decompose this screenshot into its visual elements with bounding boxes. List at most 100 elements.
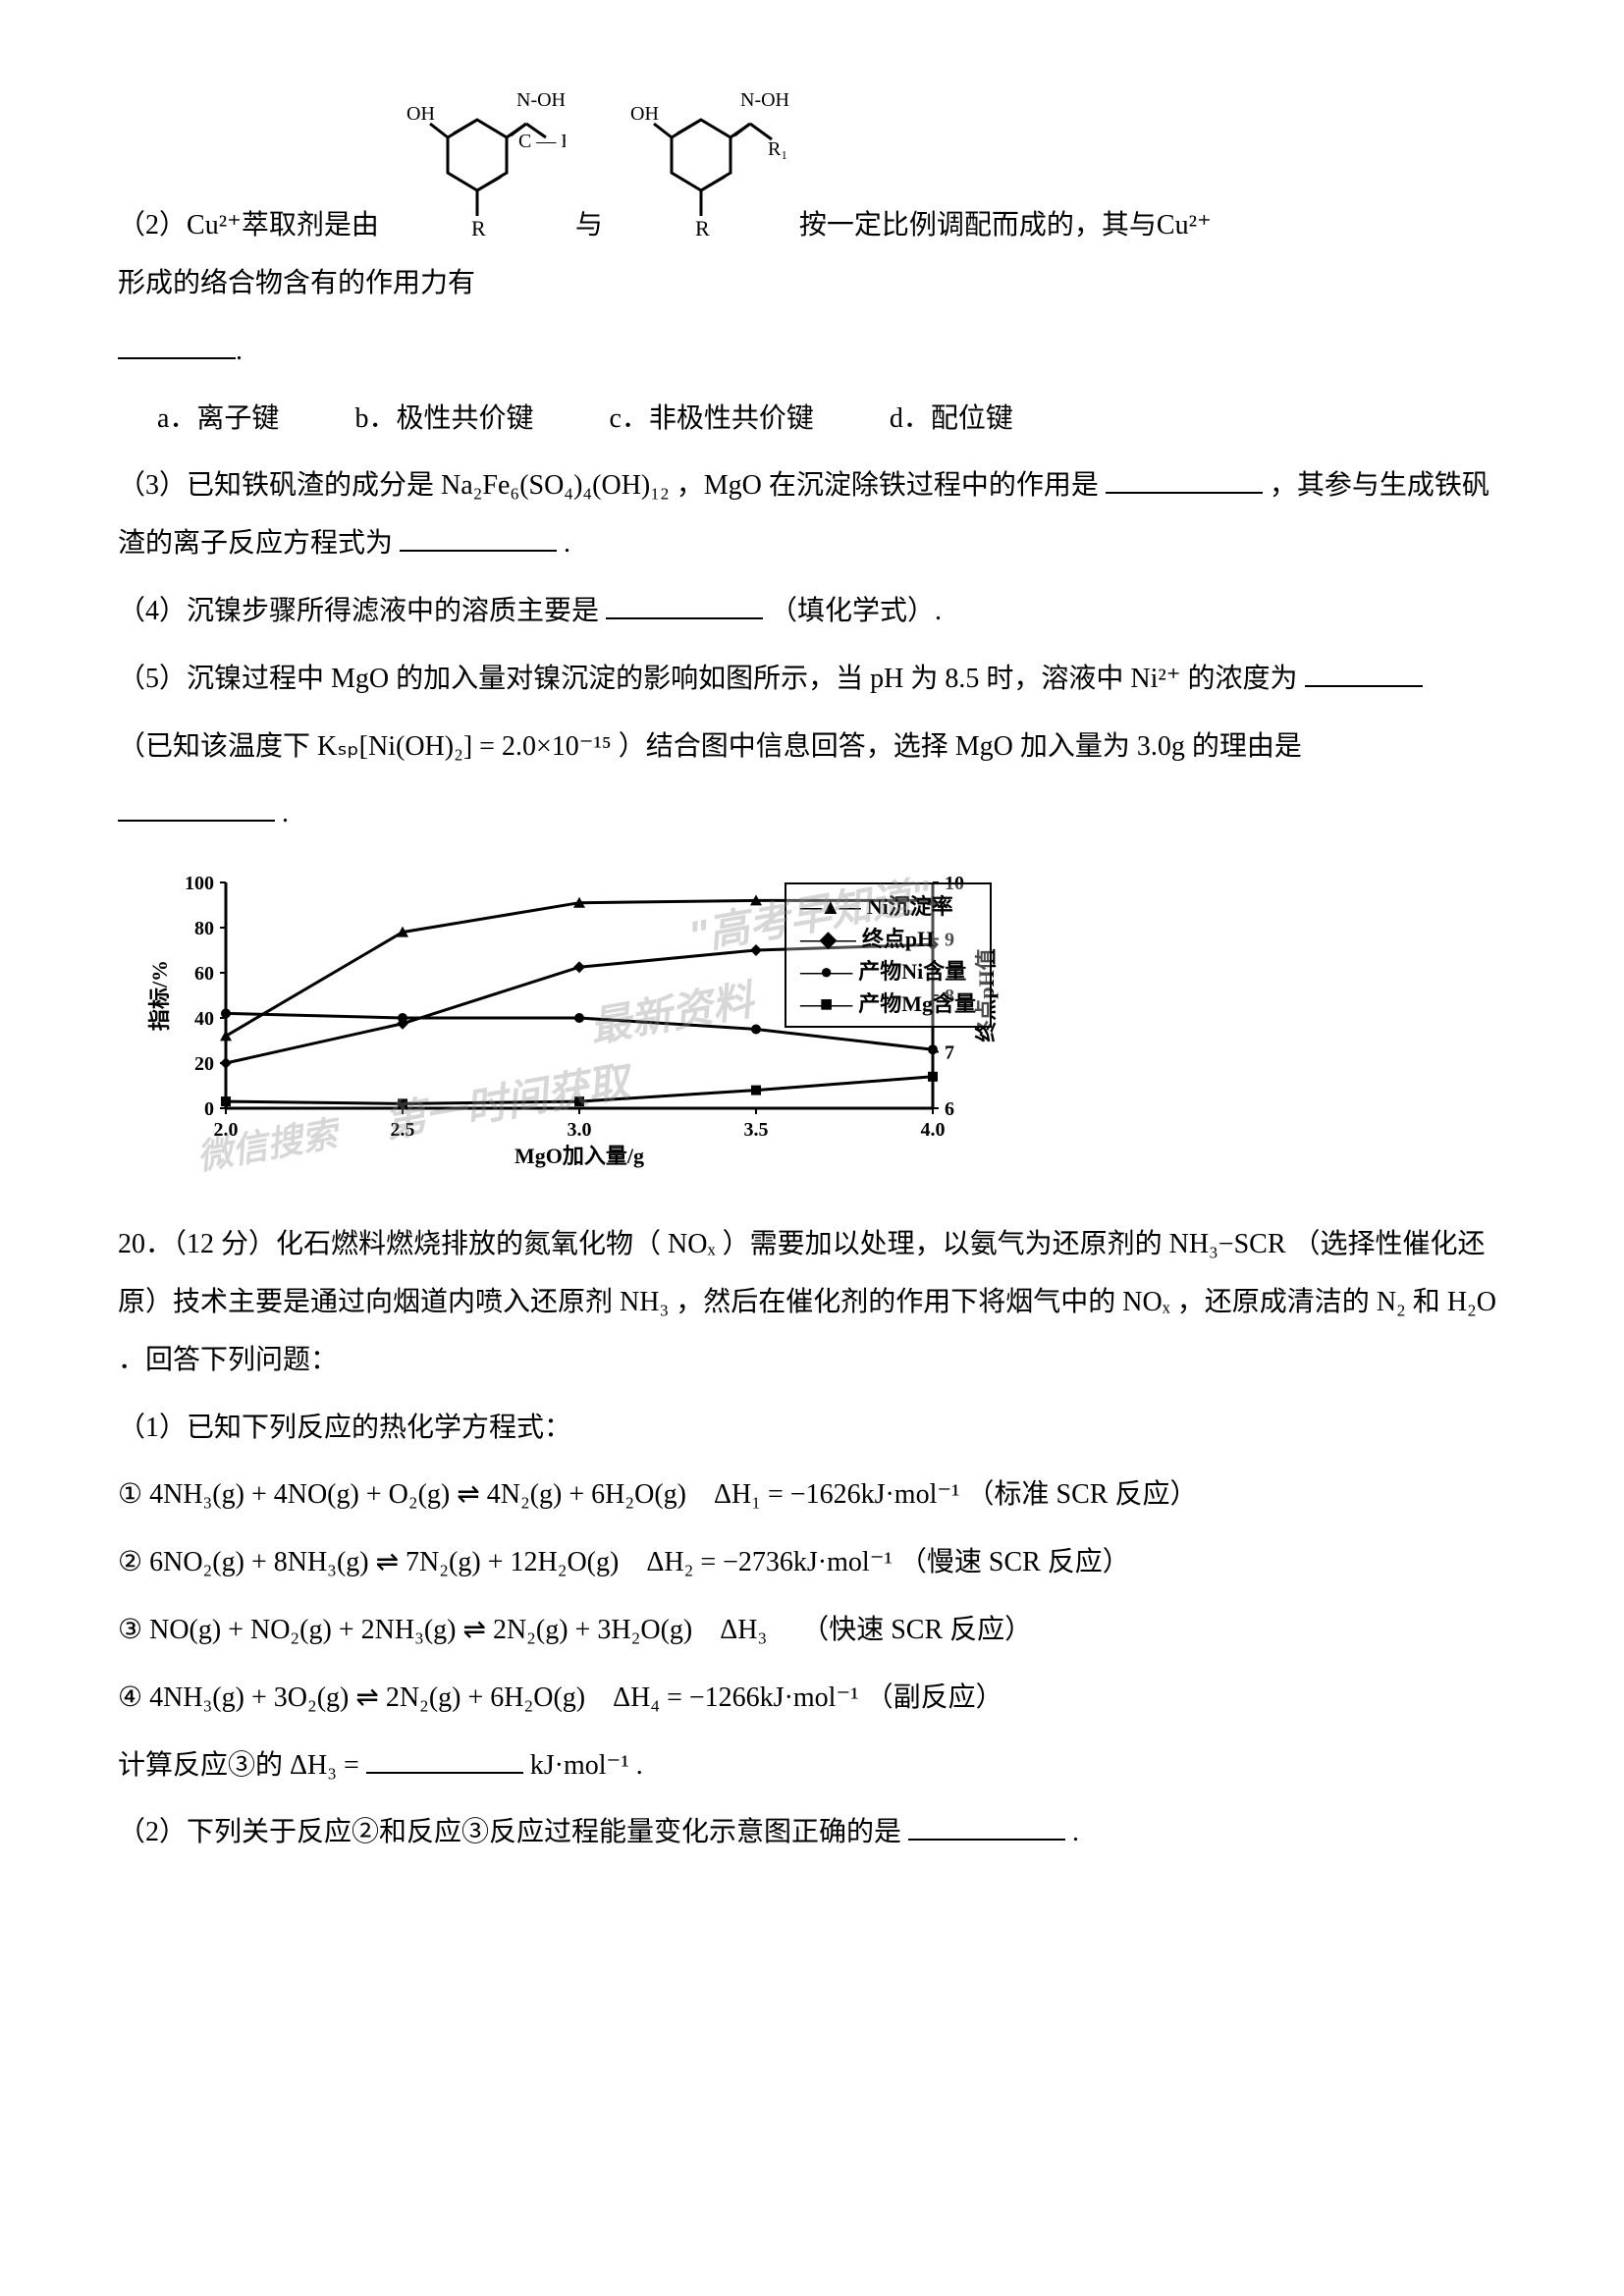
molecule-2: OH N-OH R₁ R: [613, 79, 789, 255]
legend-row: —■—产物Mg含量: [800, 988, 976, 1020]
svg-text:3.5: 3.5: [744, 1119, 769, 1141]
q19-s3-t2: ，MgO 在沉淀除铁过程中的作用是: [677, 470, 1099, 501]
svg-text:0: 0: [204, 1098, 214, 1120]
svg-text:3.0: 3.0: [568, 1119, 592, 1141]
opt-a[interactable]: a．离子键: [157, 403, 279, 434]
svg-text:R: R: [471, 216, 486, 240]
q19-sub4: （4）沉镍步骤所得滤液中的溶质主要是 （填化学式）.: [118, 583, 1506, 641]
svg-text:60: 60: [194, 963, 214, 985]
q19-sub2-prefix: （2）: [118, 197, 187, 255]
blank-q19-3b[interactable]: [400, 519, 557, 552]
svg-text:6: 6: [945, 1098, 954, 1120]
svg-text:N-OH: N-OH: [516, 89, 566, 111]
eq3-note: （快速 SCR 反应）: [801, 1615, 1032, 1645]
eq3: ③ NO(g) + NO₂(g) + 2NH₃(g) ⇌ 2N₂(g) + 3H…: [118, 1602, 1506, 1660]
q20-h1: 20．（12 分）化石燃料燃烧排放的氮氧化物（: [118, 1229, 661, 1259]
svg-text:OH: OH: [630, 103, 659, 125]
opt-b[interactable]: b．极性共价键: [354, 403, 533, 434]
eq2-r: ΔH₂ = −2736kJ·mol⁻¹: [646, 1547, 893, 1577]
q20-h2: ）需要加以处理，以氨气为还原剂的: [723, 1229, 1163, 1259]
svg-text:指标/%: 指标/%: [147, 960, 172, 1031]
eq4: ④ 4NH₃(g) + 3O₂(g) ⇌ 2N₂(g) + 6H₂O(g) ΔH…: [118, 1670, 1506, 1728]
scr: NH₃−SCR: [1169, 1229, 1286, 1259]
svg-text:N-OH: N-OH: [740, 89, 789, 111]
svg-text:2.5: 2.5: [391, 1119, 415, 1141]
nox-2: NOₓ: [1122, 1287, 1170, 1317]
q20-sub2: （2）下列关于反应②和反应③反应过程能量变化示意图正确的是 .: [118, 1804, 1506, 1862]
opt-d[interactable]: d．配位键: [890, 403, 1013, 434]
blank-q19-2[interactable]: [118, 327, 236, 359]
q19-sub3: （3）已知铁矾渣的成分是 Na₂Fe₆(SO₄)₄(OH)₁₂ ，MgO 在沉淀…: [118, 457, 1506, 573]
blank-q19-5b[interactable]: [118, 790, 275, 823]
q20-h4: ，然后在催化剂的作用下将烟气中的: [676, 1287, 1115, 1317]
svg-text:7: 7: [945, 1042, 954, 1064]
q19-s3-t1: （3）已知铁矾渣的成分是: [118, 470, 434, 501]
eq2: ② 6NO₂(g) + 8NH₃(g) ⇌ 7N₂(g) + 12H₂O(g) …: [118, 1534, 1506, 1592]
q19-sub2-blankline: .: [118, 323, 1506, 381]
nh3: NH₃: [620, 1287, 669, 1317]
q20-and: 和: [1413, 1287, 1440, 1317]
q19-s3-t4: .: [564, 528, 570, 559]
q19-s4-t2: （填化学式）.: [770, 596, 942, 626]
q20-sub1-intro: （1）已知下列反应的热化学方程式：: [118, 1400, 1506, 1458]
opt-c[interactable]: c．非极性共价键: [609, 403, 813, 434]
svg-text:MgO加入量/g: MgO加入量/g: [514, 1144, 644, 1168]
n2: N₂: [1377, 1287, 1406, 1317]
chart-wrap: 0204060801006789102.02.53.03.54.0指标/%终点p…: [137, 863, 1021, 1177]
q20-h6: ．回答下列问题：: [118, 1345, 338, 1375]
formula-fe: Na₂Fe₆(SO₄)₄(OH)₁₂: [441, 470, 670, 501]
eq4-l: ④ 4NH₃(g) + 3O₂(g) ⇌ 2N₂(g) + 6H₂O(g): [118, 1682, 585, 1713]
blank-q20-1[interactable]: [366, 1741, 523, 1774]
cu2plus-2: Cu²⁺: [1157, 197, 1212, 255]
ksp: Kₛₚ[Ni(OH)₂] = 2.0×10⁻¹⁵: [317, 731, 612, 762]
legend-row: —▲—Ni沉淀率: [800, 890, 976, 923]
svg-text:2.0: 2.0: [214, 1119, 239, 1141]
svg-text:40: 40: [194, 1008, 214, 1030]
svg-text:20: 20: [194, 1053, 214, 1075]
q20-h5: ，还原成清洁的: [1177, 1287, 1370, 1317]
legend-row: —◆—终点pH: [800, 923, 976, 955]
blank-q20-2[interactable]: [908, 1809, 1065, 1842]
svg-text:100: 100: [185, 873, 214, 894]
svg-text:4.0: 4.0: [921, 1119, 946, 1141]
q19-s5-t3: （已知该温度下: [118, 731, 310, 762]
blank-q19-3a[interactable]: [1106, 462, 1263, 495]
eq2-l: ② 6NO₂(g) + 8NH₃(g) ⇌ 7N₂(g) + 12H₂O(g): [118, 1547, 619, 1577]
molecule-1: OH N-OH C — H R: [389, 79, 566, 255]
svg-text:R: R: [695, 216, 710, 240]
q19-sub2-t1: 萃取剂是由: [242, 197, 379, 255]
blank-q19-4[interactable]: [606, 587, 763, 619]
h2o: H₂O: [1447, 1287, 1496, 1317]
svg-text:R₁: R₁: [768, 138, 787, 160]
q20-calc: 计算反应③的 ΔH₃ = kJ·mol⁻¹ .: [118, 1737, 1506, 1795]
q20-s2: （2）下列关于反应②和反应③反应过程能量变化示意图正确的是: [118, 1817, 901, 1847]
q19-sub2-row: （2） Cu²⁺ 萃取剂是由 OH N-OH C — H R 与 OH: [118, 79, 1506, 313]
eq3-r: ΔH₃: [720, 1615, 767, 1645]
eq4-r: ΔH₄ = −1266kJ·mol⁻¹: [613, 1682, 859, 1713]
q20-s2e: .: [1072, 1817, 1079, 1847]
legend-row: —●—产物Ni含量: [800, 955, 976, 988]
eq1: ① 4NH₃(g) + 4NO(g) + O₂(g) ⇌ 4N₂(g) + 6H…: [118, 1467, 1506, 1524]
q19-sub2-t2: 与: [575, 197, 603, 255]
eq4-note: （副反应）: [866, 1682, 1003, 1713]
q20-calc2: kJ·mol⁻¹ .: [530, 1750, 643, 1781]
svg-text:OH: OH: [406, 103, 435, 125]
eq1-l: ① 4NH₃(g) + 4NO(g) + O₂(g) ⇌ 4N₂(g) + 6H…: [118, 1479, 686, 1510]
q19-sub5-line2: （已知该温度下 Kₛₚ[Ni(OH)₂] = 2.0×10⁻¹⁵ ）结合图中信息…: [118, 719, 1506, 776]
cu2plus-1: Cu²⁺: [187, 197, 242, 255]
legend-box: —▲—Ni沉淀率—◆—终点pH—●—产物Ni含量—■—产物Mg含量: [785, 882, 992, 1028]
svg-text:80: 80: [194, 918, 214, 939]
q19-sub2-t3: 按一定比例调配而成的，其与: [799, 197, 1157, 255]
q20-calc1: 计算反应③的 ΔH₃ =: [118, 1750, 366, 1781]
q19-s4-t: （4）沉镍步骤所得滤液中的溶质主要是: [118, 596, 599, 626]
q19-sub5-line1: （5）沉镍过程中 MgO 的加入量对镍沉淀的影响如图所示，当 pH 为 8.5 …: [118, 651, 1506, 709]
blank-q19-5a[interactable]: [1305, 655, 1423, 687]
eq3-l: ③ NO(g) + NO₂(g) + 2NH₃(g) ⇌ 2N₂(g) + 3H…: [118, 1615, 692, 1645]
svg-text:C — H: C — H: [518, 131, 566, 152]
q19-s5-t2: 的浓度为: [1188, 664, 1298, 694]
q19-s5-t1: （5）沉镍过程中 MgO 的加入量对镍沉淀的影响如图所示，当 pH 为 8.5 …: [118, 664, 1123, 694]
q19-sub2-t4130: 形成的络合物含有的作用力有: [118, 255, 475, 313]
nox-1: NOₓ: [668, 1229, 716, 1259]
q20-head: 20．（12 分）化石燃料燃烧排放的氮氧化物（ NOₓ ）需要加以处理，以氨气为…: [118, 1216, 1506, 1389]
q19-s5-t5: .: [282, 798, 289, 828]
